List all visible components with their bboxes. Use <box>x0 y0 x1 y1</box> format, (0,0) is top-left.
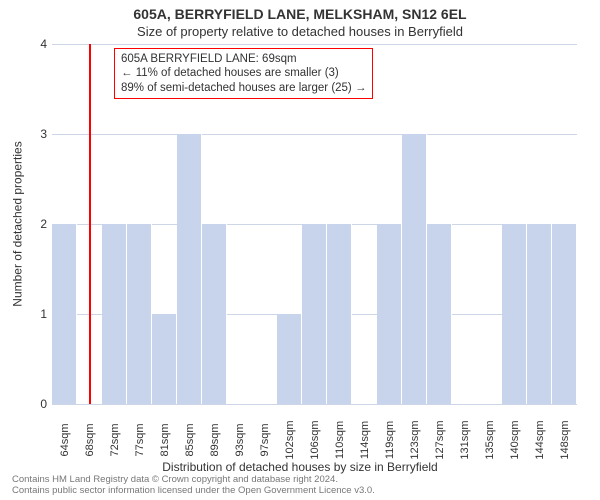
x-tick-label: 148sqm <box>559 420 571 459</box>
chart-root: 605A, BERRYFIELD LANE, MELKSHAM, SN12 6E… <box>0 0 600 500</box>
gridline <box>52 404 577 405</box>
bar <box>527 224 552 404</box>
x-tick-label: 140sqm <box>509 420 521 459</box>
bar <box>202 224 227 404</box>
x-tick: 127sqm <box>427 406 452 466</box>
x-tick: 135sqm <box>477 406 502 466</box>
reference-line <box>89 44 91 404</box>
chart-title: 605A, BERRYFIELD LANE, MELKSHAM, SN12 6E… <box>0 0 600 22</box>
x-tick: 89sqm <box>202 406 227 466</box>
x-axis-label: Distribution of detached houses by size … <box>0 460 600 474</box>
y-tick: 1 <box>23 307 47 321</box>
x-tick: 81sqm <box>152 406 177 466</box>
legend-line-2: ← 11% of detached houses are smaller (3) <box>121 66 366 80</box>
bar <box>402 134 427 404</box>
bar <box>277 314 302 404</box>
x-tick: 148sqm <box>552 406 577 466</box>
x-tick-label: 64sqm <box>59 423 71 456</box>
x-tick: 140sqm <box>502 406 527 466</box>
x-tick-label: 72sqm <box>109 423 121 456</box>
footer-line-2: Contains public sector information licen… <box>12 486 375 496</box>
x-tick-label: 89sqm <box>209 423 221 456</box>
plot-area: 605A BERRYFIELD LANE: 69sqm ← 11% of det… <box>52 44 577 404</box>
x-tick: 77sqm <box>127 406 152 466</box>
x-tick: 85sqm <box>177 406 202 466</box>
y-tick: 2 <box>23 217 47 231</box>
bar <box>502 224 527 404</box>
x-tick-label: 81sqm <box>159 423 171 456</box>
bar <box>552 224 577 404</box>
x-tick: 97sqm <box>252 406 277 466</box>
bar <box>377 224 402 404</box>
bar <box>152 314 177 404</box>
x-ticks: 64sqm 68sqm 72sqm 77sqm 81sqm 85sqm 89sqm 93sqm… <box>52 406 577 466</box>
x-tick-label: 119sqm <box>384 421 396 459</box>
x-tick-label: 127sqm <box>434 420 446 459</box>
bar <box>177 134 202 404</box>
x-tick: 144sqm <box>527 406 552 466</box>
x-tick: 93sqm <box>227 406 252 466</box>
bar <box>127 224 152 404</box>
x-tick: 131sqm <box>452 406 477 466</box>
footer: Contains HM Land Registry data © Crown c… <box>12 475 375 496</box>
legend-line-3: 89% of semi-detached houses are larger (… <box>121 81 366 95</box>
x-tick: 64sqm <box>52 406 77 466</box>
x-tick-label: 97sqm <box>259 423 271 456</box>
bar <box>427 224 452 404</box>
x-tick-label: 77sqm <box>134 423 146 456</box>
y-tick: 3 <box>23 127 47 141</box>
x-tick: 72sqm <box>102 406 127 466</box>
x-tick: 68sqm <box>77 406 102 466</box>
bar <box>302 224 327 404</box>
x-tick: 106sqm <box>302 406 327 466</box>
x-tick-label: 135sqm <box>484 420 496 459</box>
bar <box>102 224 127 404</box>
x-tick: 110sqm <box>327 406 352 466</box>
x-tick-label: 102sqm <box>284 420 296 459</box>
legend-box: 605A BERRYFIELD LANE: 69sqm ← 11% of det… <box>114 48 373 99</box>
chart-subtitle: Size of property relative to detached ho… <box>0 22 600 39</box>
x-tick: 102sqm <box>277 406 302 466</box>
x-tick-label: 131sqm <box>459 420 471 459</box>
bar <box>52 224 77 404</box>
x-tick-label: 93sqm <box>234 423 246 456</box>
x-tick-label: 144sqm <box>534 420 546 459</box>
x-tick-label: 106sqm <box>309 420 321 459</box>
bar <box>327 224 352 404</box>
x-tick: 119sqm <box>377 406 402 466</box>
y-tick: 0 <box>23 397 47 411</box>
x-tick: 114sqm <box>352 406 377 466</box>
legend-line-1: 605A BERRYFIELD LANE: 69sqm <box>121 52 366 66</box>
x-tick: 123sqm <box>402 406 427 466</box>
x-tick-label: 123sqm <box>409 420 421 459</box>
x-tick-label: 110sqm <box>334 421 346 459</box>
y-tick: 4 <box>23 37 47 51</box>
footer-line-1: Contains HM Land Registry data © Crown c… <box>12 475 375 485</box>
x-tick-label: 68sqm <box>84 423 96 456</box>
x-tick-label: 114sqm <box>359 421 371 459</box>
x-tick-label: 85sqm <box>184 423 196 456</box>
